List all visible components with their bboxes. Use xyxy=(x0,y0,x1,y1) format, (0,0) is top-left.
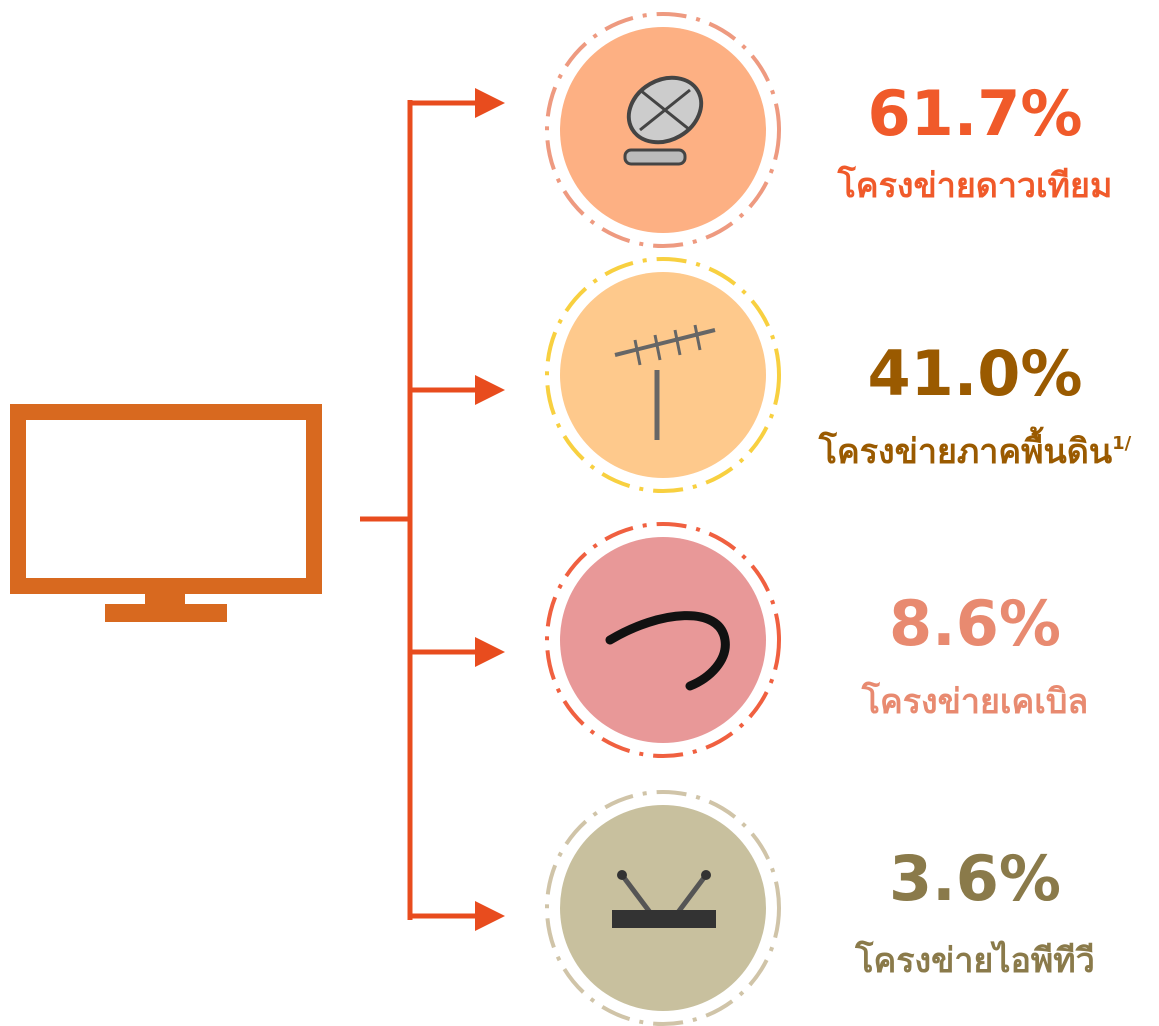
circle-cable xyxy=(545,522,781,758)
label: โครงข่ายไอพีทีวี xyxy=(854,940,1095,981)
circle-iptv xyxy=(545,790,781,1026)
label: โครงข่ายเคเบิล xyxy=(861,681,1089,722)
circle-satellite xyxy=(545,12,781,248)
percent: 41.0% xyxy=(867,337,1082,410)
footnote-mark: 1/ xyxy=(1112,433,1132,454)
percent: 61.7% xyxy=(867,77,1082,150)
label: โครงข่ายดาวเทียม xyxy=(837,165,1113,206)
tv-icon xyxy=(10,404,322,622)
label: โครงข่ายภาคพื้นดิน1/ xyxy=(818,426,1132,472)
percent: 3.6% xyxy=(889,842,1061,915)
percent: 8.6% xyxy=(889,587,1061,660)
connectors xyxy=(360,88,505,931)
circle-antenna xyxy=(545,257,781,493)
label-text: โครงข่ายภาคพื้นดิน xyxy=(818,426,1112,472)
